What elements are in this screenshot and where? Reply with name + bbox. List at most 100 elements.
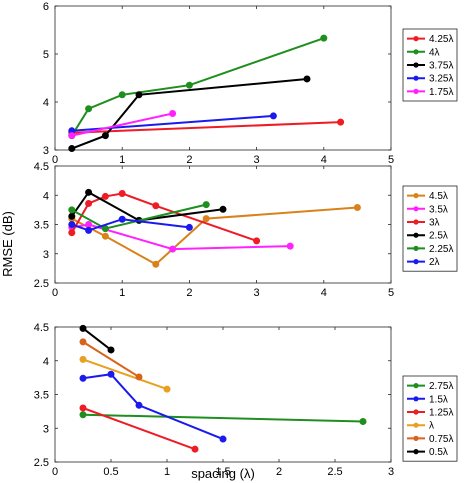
y-tick-label: 3 [43,145,49,157]
data-point [79,411,87,419]
data-point [191,445,199,453]
y-tick-label: 3 [43,423,49,435]
legend-label: 2.5λ [429,231,448,242]
series-3 [79,404,199,453]
data-point [85,221,93,228]
data-point [135,373,143,381]
x-tick-label: 0.5 [103,466,118,478]
legend-label: 3λ [429,218,440,229]
legend-label: 3.25λ [429,74,453,85]
data-point [303,75,311,83]
legend-swatch-marker [413,259,419,265]
data-point [219,205,227,213]
series-line [82,358,168,391]
legend-box [402,185,458,272]
legend-entry: λ [407,421,434,432]
y-tick-label: 4 [43,190,49,202]
series-line [71,121,341,134]
legend-swatch-marker [413,383,419,389]
x-tick-label: 1 [119,154,125,166]
data-point [152,202,160,210]
y-tick-label: 5 [43,49,49,61]
series-6 [68,215,193,234]
legend-label: 2.25λ [429,244,453,255]
legend: 2.75λ 1.5λ 1.25λ λ 0.75λ 0.5λ [402,375,458,462]
series-5 [68,201,210,233]
data-point [353,204,361,212]
legend-swatch-marker [413,75,419,81]
x-tick-label: 2.5 [327,466,342,478]
legend-entry: 3.25λ [407,74,453,85]
legend-entry: 1.75λ [407,87,453,98]
x-tick-label: 5 [388,154,394,166]
legend-swatch-marker [413,193,419,199]
data-point [79,355,87,363]
data-point [286,242,294,250]
legend-swatch-marker [413,422,419,428]
legend-entry: 3λ [407,218,440,229]
y-tick-label: 6 [43,1,49,13]
legend-label: 1.5λ [429,394,448,405]
x-tick-label: 2 [276,466,282,478]
data-point [169,110,177,118]
y-tick-label: 2.5 [34,278,49,290]
x-tick-label: 4 [321,154,327,166]
data-point [269,112,277,120]
data-point [85,105,93,113]
series-line [82,413,364,423]
data-point [79,324,87,332]
legend-swatch-marker [413,62,419,68]
series-line [82,407,196,451]
legend-entry: 0.75λ [407,434,453,445]
data-point [85,188,93,196]
data-point [337,118,345,126]
series-1 [79,411,367,425]
data-point [85,199,93,207]
legend-entry: 3.5λ [407,204,448,215]
y-tick-label: 3.5 [34,390,49,402]
data-point [359,418,367,425]
chart-panel-1: 0 1 2 3 4 5 3 4 5 6 4.25λ 4λ 3.75λ 3.25λ 1.75λ [43,1,458,166]
legend-swatch-marker [413,206,419,212]
data-point [152,260,160,268]
legend-label: 4.5λ [429,191,448,202]
data-point [185,81,193,89]
legend-swatch-marker [413,409,419,415]
legend-swatch-marker [413,245,419,251]
data-point [163,385,171,393]
y-tick-label: 2.5 [34,457,49,469]
data-point [68,132,76,140]
x-tick-label: 1.5 [215,466,230,478]
legend-label: 1.75λ [429,87,453,98]
legend-swatch-marker [413,49,419,55]
series-4 [79,355,171,393]
legend-label: 2λ [429,257,440,268]
legend-swatch-marker [413,36,419,42]
legend-swatch-marker [413,232,419,238]
data-point [107,370,115,378]
data-point [135,91,143,99]
series-line [71,218,190,232]
legend-entry: 4.5λ [407,191,448,202]
data-point [68,206,76,214]
data-point [118,215,126,223]
x-tick-label: 3 [388,466,394,478]
legend-label: 2.75λ [429,381,453,392]
data-point [253,237,261,245]
legend: 4.25λ 4λ 3.75λ 3.25λ 1.75λ [402,28,458,102]
data-point [118,189,126,197]
y-axis-label: RMSE (dB) [0,211,15,277]
legend-swatch-marker [413,435,419,441]
legend-entry: 1.5λ [407,394,448,405]
data-point [101,132,109,140]
legend-label: λ [429,421,434,432]
y-tick-label: 4.5 [34,161,49,173]
legend-label: 3.75λ [429,61,453,72]
legend-swatch-marker [413,88,419,94]
data-point [68,212,76,220]
data-point [79,404,87,412]
legend-entry: 4.25λ [407,34,453,45]
data-point [185,223,193,231]
series-line [71,223,291,251]
